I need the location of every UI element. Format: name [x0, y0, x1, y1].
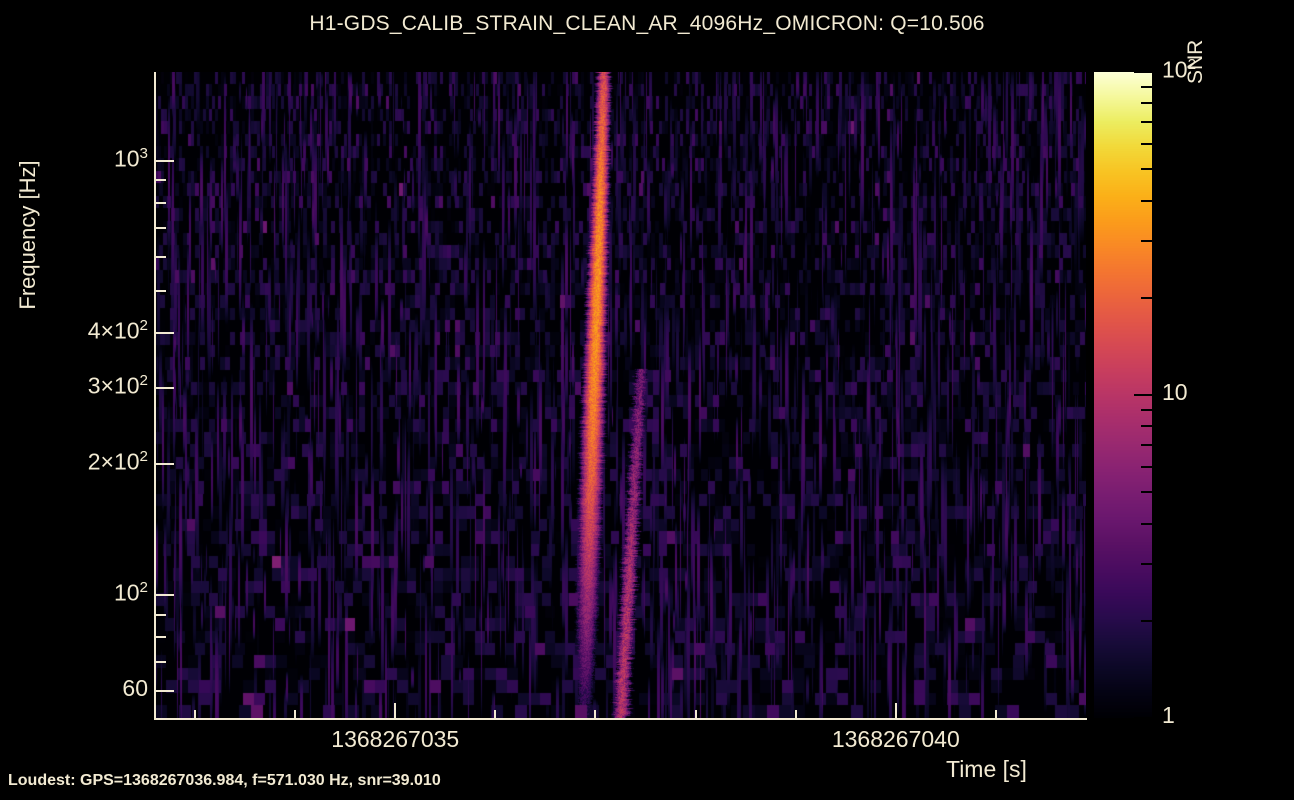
- colorbar-tick-label-0: 102: [1162, 56, 1197, 83]
- colorbar-tick-minor: [1141, 425, 1152, 428]
- colorbar-tick-minor: [1141, 142, 1152, 145]
- spectrogram-plot-area: [155, 72, 1086, 718]
- loudest-event-caption: Loudest: GPS=1368267036.984, f=571.030 H…: [8, 772, 441, 789]
- colorbar-tick-minor: [1141, 562, 1152, 565]
- x-tick-label-0: 1368267035: [331, 726, 460, 752]
- colorbar-tick-minor: [1141, 465, 1152, 468]
- x-tick-label-1: 1368267040: [831, 726, 960, 752]
- y-axis-title: Frequency [Hz]: [15, 160, 40, 310]
- x-axis-title: Time [s]: [946, 756, 1027, 782]
- x-axis-line: [154, 718, 1087, 720]
- colorbar-tick-minor: [1141, 102, 1152, 105]
- y-tick-label-4: 102: [113, 578, 148, 606]
- colorbar-tick-minor: [1141, 408, 1152, 411]
- x-tick-minor: [994, 710, 997, 719]
- colorbar-tick-minor: [1141, 199, 1152, 202]
- y-tick-minor: [156, 593, 166, 596]
- y-tick-label-3: 2×102: [87, 448, 148, 475]
- page-title: H1-GDS_CALIB_STRAIN_CLEAN_AR_4096Hz_OMIC…: [309, 12, 985, 35]
- colorbar-tick-minor: [1141, 444, 1152, 447]
- colorbar-tick-major: [1134, 717, 1152, 719]
- y-tick-minor: [156, 290, 166, 293]
- x-tick-minor: [594, 710, 597, 719]
- spectrogram-canvas: [155, 72, 1086, 718]
- colorbar-tick-minor: [1141, 522, 1152, 525]
- colorbar-tick-minor: [1141, 239, 1152, 242]
- y-tick-minor: [156, 463, 166, 466]
- x-tick-minor: [194, 710, 197, 719]
- y-tick-minor: [156, 179, 166, 182]
- y-tick-minor: [156, 690, 166, 693]
- y-tick-minor: [156, 201, 166, 204]
- y-axis-line: [154, 72, 156, 720]
- y-tick-minor: [156, 635, 166, 638]
- y-tick-minor: [156, 332, 166, 335]
- colorbar-tick-minor: [1141, 168, 1152, 171]
- y-tick-minor: [156, 159, 166, 162]
- y-tick-minor: [156, 226, 166, 229]
- y-tick-label-5: 60: [122, 675, 148, 702]
- x-tick-minor: [794, 710, 797, 719]
- colorbar-tick-minor: [1141, 619, 1152, 622]
- colorbar-tick-minor: [1141, 296, 1152, 299]
- y-tick-minor: [156, 660, 166, 663]
- x-tick-minor: [694, 710, 697, 719]
- x-tick-minor: [494, 710, 497, 719]
- colorbar-tick-label-2: 1: [1162, 702, 1175, 728]
- colorbar-tick-minor: [1141, 491, 1152, 494]
- y-tick-minor: [156, 255, 166, 258]
- x-tick-major: [394, 703, 397, 719]
- colorbar-tick-minor: [1141, 121, 1152, 124]
- colorbar-tick-minor: [1141, 85, 1152, 88]
- y-tick-label-1: 4×102: [87, 317, 148, 344]
- x-tick-major: [894, 703, 897, 719]
- colorbar-tick-label-1: 10: [1162, 379, 1188, 405]
- x-tick-minor: [294, 710, 297, 719]
- y-tick-label-2: 3×102: [87, 371, 148, 399]
- colorbar-tick-major: [1134, 394, 1152, 396]
- y-tick-minor: [156, 386, 166, 389]
- y-tick-label-0: 103: [113, 144, 148, 172]
- y-tick-minor: [156, 613, 166, 616]
- colorbar-tick-major: [1134, 71, 1152, 73]
